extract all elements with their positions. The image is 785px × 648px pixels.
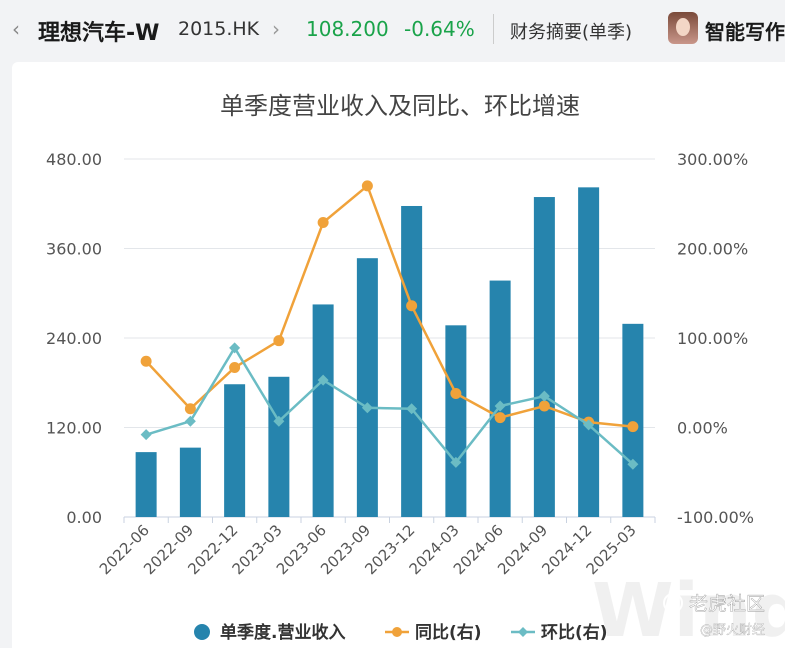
qoq-point bbox=[494, 400, 506, 412]
revenue-bar bbox=[312, 304, 334, 517]
back-chevron-left-icon[interactable]: ‹ bbox=[12, 17, 20, 41]
qoq-line bbox=[145, 345, 634, 466]
header-divider bbox=[493, 14, 494, 44]
author-watermark: @野火财经 bbox=[700, 623, 765, 638]
yoy-point bbox=[317, 217, 329, 229]
chart-title: 单季度营业收入及同比、环比增速 bbox=[220, 92, 580, 120]
revenue-bar bbox=[445, 325, 467, 517]
qoq-point bbox=[361, 402, 373, 414]
y-right-tick-label: 0.00% bbox=[677, 419, 728, 438]
yoy-point bbox=[184, 403, 196, 415]
y-left-tick-label: 240.00 bbox=[46, 329, 102, 348]
ai-writing-button[interactable]: 智能写作 bbox=[705, 20, 785, 44]
revenue-bar bbox=[578, 187, 600, 517]
community-watermark: 老虎社区 bbox=[689, 593, 765, 615]
qoq-point bbox=[229, 342, 241, 354]
avatar[interactable] bbox=[668, 12, 698, 44]
legend-bar-marker bbox=[194, 624, 210, 640]
qoq-point bbox=[273, 415, 285, 427]
yoy-point bbox=[538, 400, 550, 412]
chevron-right-icon[interactable]: › bbox=[272, 17, 280, 41]
legend-qoq-diamond bbox=[518, 627, 528, 637]
qoq-point bbox=[184, 415, 196, 427]
yoy-point bbox=[273, 335, 285, 347]
wind-watermark: Wind bbox=[592, 568, 785, 648]
revenue-bar bbox=[489, 280, 511, 517]
yoy-point bbox=[627, 421, 639, 433]
revenue-bar bbox=[401, 205, 423, 518]
yoy-point bbox=[140, 355, 152, 367]
legend-label: 环比(右) bbox=[541, 622, 608, 643]
qoq-point bbox=[583, 419, 595, 431]
revenue-bar bbox=[356, 258, 378, 517]
yoy-point bbox=[494, 412, 506, 424]
yoy-point bbox=[406, 300, 418, 312]
stock-name: 理想汽车-W bbox=[38, 21, 160, 46]
tiger-logo-icon bbox=[663, 593, 683, 613]
qoq-point bbox=[450, 456, 462, 468]
y-left-tick-label: 360.00 bbox=[46, 240, 102, 259]
revenue-bar bbox=[135, 452, 157, 517]
revenue-bar bbox=[179, 447, 201, 517]
qoq-point bbox=[317, 374, 329, 386]
yoy-point bbox=[450, 387, 462, 399]
revenue-bar bbox=[622, 323, 644, 517]
qoq-point bbox=[538, 390, 550, 402]
stock-price: 108.200 bbox=[306, 17, 389, 41]
stock-header: ‹ 理想汽车-W 2015.HK › 108.200 -0.64% 财务摘要(单… bbox=[0, 0, 785, 58]
qoq-point bbox=[406, 403, 418, 415]
qoq-point bbox=[627, 458, 639, 470]
financial-summary-tab[interactable]: 财务摘要(单季) bbox=[510, 22, 633, 43]
revenue-bar bbox=[224, 384, 246, 517]
y-right-tick-label: 100.00% bbox=[677, 329, 748, 348]
y-right-tick-label: -100.00% bbox=[677, 508, 754, 527]
y-right-tick-label: 300.00% bbox=[677, 150, 748, 169]
revenue-bar bbox=[268, 376, 290, 517]
legend-label: 同比(右) bbox=[415, 622, 482, 643]
qoq-point bbox=[140, 429, 152, 441]
legend-label: 单季度.营业收入 bbox=[220, 622, 345, 643]
yoy-point bbox=[229, 362, 241, 374]
y-left-tick-label: 480.00 bbox=[46, 150, 102, 169]
price-change: -0.64% bbox=[404, 17, 475, 41]
stock-code: 2015.HK bbox=[178, 18, 260, 40]
y-right-tick-label: 200.00% bbox=[677, 240, 748, 259]
y-left-tick-label: 120.00 bbox=[46, 419, 102, 438]
yoy-line bbox=[145, 183, 634, 428]
revenue-bar bbox=[533, 197, 555, 517]
y-left-tick-label: 0.00 bbox=[66, 508, 102, 527]
chart-card bbox=[12, 62, 785, 648]
legend-yoy-dot bbox=[392, 627, 402, 637]
yoy-point bbox=[361, 180, 373, 192]
